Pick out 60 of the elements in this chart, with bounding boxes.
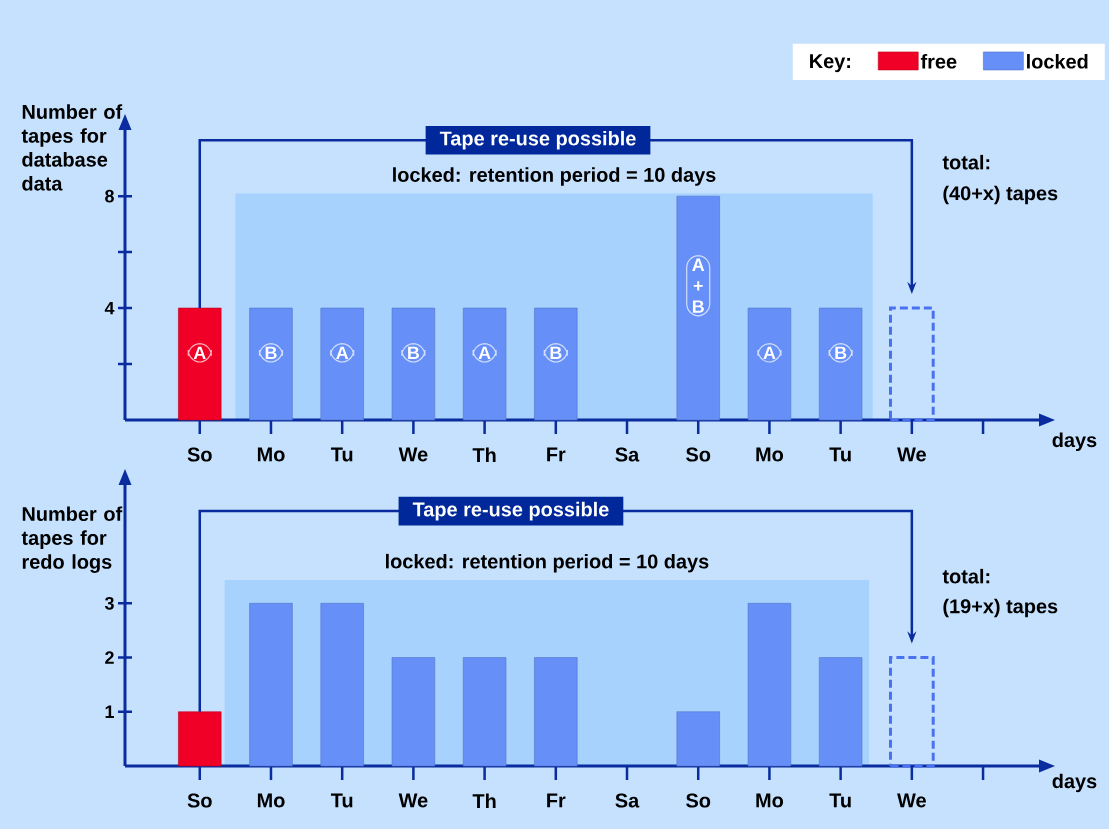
data-label: B xyxy=(835,346,847,360)
data-label: A xyxy=(336,346,349,360)
y-tick-label: 3 xyxy=(104,596,114,610)
annotation: total: xyxy=(942,568,990,584)
y-tick-label: 2 xyxy=(105,651,114,664)
annotation: locked: retention period = 10 days xyxy=(393,167,716,186)
bar xyxy=(391,657,436,767)
data-label: A xyxy=(763,346,776,360)
legend-label: free xyxy=(920,53,957,69)
annotation: (40+x) tapes xyxy=(943,185,1058,205)
data-label: B xyxy=(265,346,277,360)
x-tick-label: We xyxy=(398,793,428,808)
x-tick-label: Tu xyxy=(829,793,851,808)
x-tick-label: So xyxy=(686,447,711,462)
x-tick-label: Mo xyxy=(257,793,285,808)
bar xyxy=(249,603,293,767)
data-label: B xyxy=(408,346,420,360)
x-tick-label: So xyxy=(686,793,711,808)
x-tick-label: Th xyxy=(472,793,496,808)
annotation: (19+x) tapes xyxy=(943,598,1058,618)
annotation: Tape re-use possible xyxy=(439,130,636,150)
bar xyxy=(462,657,507,767)
x-tick-label: Sa xyxy=(615,793,640,808)
x-tick-label: We xyxy=(398,447,428,462)
x-tick-label: We xyxy=(897,793,926,808)
x-tick-label: Th xyxy=(472,447,496,462)
x-tick-label: Mo xyxy=(756,793,784,808)
bar xyxy=(818,657,863,767)
bar xyxy=(676,711,720,767)
data-label: A xyxy=(478,346,491,360)
data-label: B xyxy=(550,346,562,360)
x-tick-label: Fr xyxy=(547,793,566,808)
y-tick-label: 4 xyxy=(104,301,115,315)
x-tick-label: Fr xyxy=(547,447,566,462)
bar xyxy=(178,711,222,767)
x-tick-label: Tu xyxy=(829,447,851,462)
x-tick-label: Mo xyxy=(756,447,784,462)
x-axis-title: days xyxy=(1052,432,1097,452)
data-label: A + B xyxy=(692,258,705,313)
y-tick-label: 8 xyxy=(105,189,114,203)
x-tick-label: So xyxy=(187,793,212,808)
x-tick-label: Tu xyxy=(330,447,353,462)
x-tick-label: Tu xyxy=(330,793,353,808)
legend-title: Key: xyxy=(810,54,851,73)
x-tick-label: Sa xyxy=(615,447,640,462)
bar xyxy=(747,603,792,767)
y-tick-label: 1 xyxy=(105,705,114,718)
x-tick-label: So xyxy=(187,447,212,462)
annotation: locked: retention period = 10 days xyxy=(385,553,709,573)
annotation: total: xyxy=(942,154,990,170)
x-tick-label: We xyxy=(897,447,926,462)
bar xyxy=(320,603,364,767)
bar xyxy=(534,657,578,767)
y-axis-title: Number of tapes for redo logs xyxy=(21,506,123,573)
annotation: Tape re-use possible xyxy=(412,501,609,521)
x-tick-label: Mo xyxy=(257,447,285,462)
x-axis-title: days xyxy=(1052,773,1097,793)
bar xyxy=(888,656,935,768)
data-label: A xyxy=(193,346,206,360)
legend-label: locked xyxy=(1027,53,1088,69)
